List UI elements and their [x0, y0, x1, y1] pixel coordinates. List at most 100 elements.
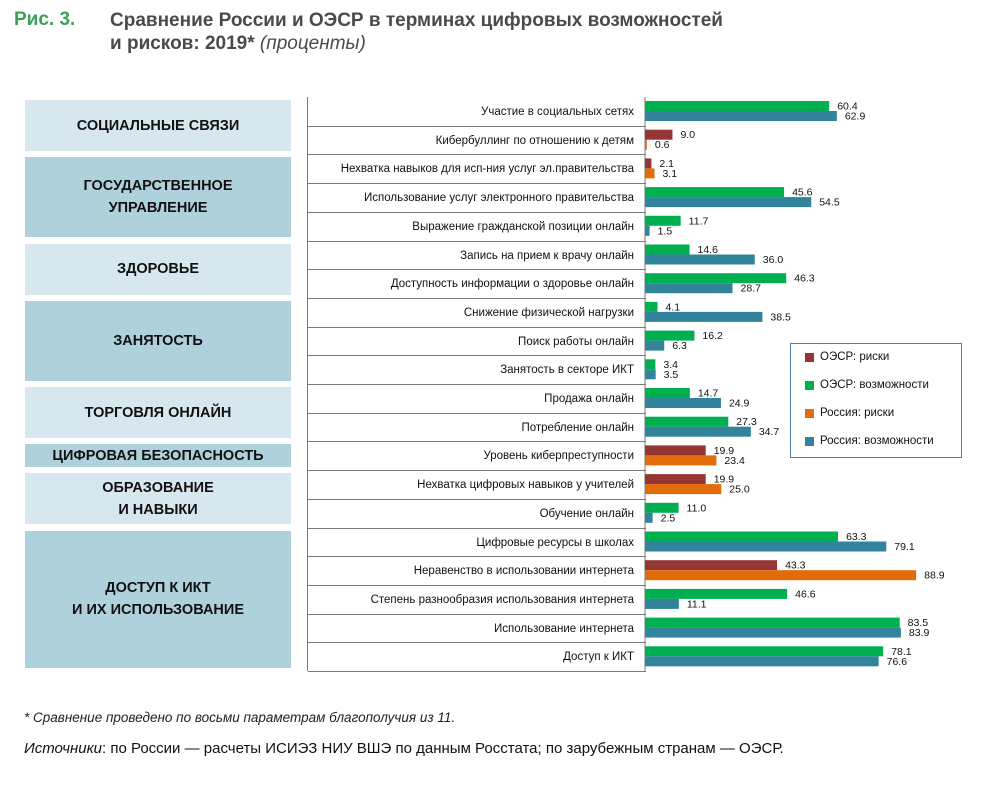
data-label-oecd: 43.3 — [785, 560, 806, 572]
data-label-russia: 3.5 — [664, 369, 679, 381]
data-label-oecd: 14.6 — [698, 244, 719, 256]
row-label: Участие в социальных сетях — [481, 106, 634, 118]
data-label-russia: 2.5 — [661, 512, 676, 524]
row-label-panel: Участие в социальных сетях Кибербуллинг п… — [307, 97, 646, 672]
bar-oecd — [645, 531, 839, 542]
row-separator — [308, 642, 646, 644]
bar-russia — [645, 225, 650, 236]
bar-russia — [645, 340, 665, 351]
row-label: Поиск работы онлайн — [518, 335, 634, 348]
row-separator — [308, 412, 646, 414]
row-label: Использование интернета — [494, 622, 634, 635]
data-label-russia: 6.3 — [672, 340, 687, 352]
row-label: Потребление онлайн — [521, 421, 634, 434]
bar-russia — [645, 627, 901, 638]
bar-oecd — [645, 646, 884, 657]
row-separator — [308, 154, 646, 156]
chart-legend: ОЭСР: риски ОЭСР: возможности Россия: риск… — [790, 343, 962, 458]
footnote: * Сравнение проведено по восьми параметр… — [24, 710, 456, 725]
legend-item: ОЭСР: риски — [805, 350, 889, 364]
row-separator — [308, 441, 646, 443]
legend-label: ОЭСР: возможности — [820, 379, 929, 391]
title-line-1: Сравнение России и ОЭСР в терминах цифро… — [110, 10, 723, 31]
row-separator — [308, 269, 646, 271]
sources-line: Источники: по России — расчеты ИСИЭЗ НИУ… — [24, 740, 784, 757]
bar-russia — [645, 426, 751, 437]
row-separator — [308, 355, 646, 357]
bar-oecd — [645, 330, 695, 341]
row-separator — [308, 527, 646, 529]
row-label: Доступность информации о здоровье онлайн — [390, 278, 634, 291]
data-label-russia: 88.9 — [924, 570, 945, 582]
row-separator — [308, 384, 646, 385]
row-label: Запись на прием к врачу онлайн — [460, 249, 634, 262]
data-label-russia: 36.0 — [763, 254, 784, 266]
figure-label: Рис. 3. — [14, 9, 76, 30]
data-label-oecd: 14.7 — [698, 388, 719, 400]
data-label-russia: 34.7 — [759, 426, 780, 438]
bar-russia — [645, 311, 763, 322]
data-label-russia: 0.6 — [655, 139, 670, 151]
row-separator — [308, 211, 646, 213]
data-label-russia: 28.7 — [741, 283, 762, 295]
row-separator — [308, 556, 646, 558]
bar-russia — [645, 369, 656, 380]
category-box: ГОСУДАРСТВЕННОЕ УПРАВЛЕНИЕ — [25, 157, 291, 238]
data-label-oecd: 78.1 — [891, 646, 912, 658]
row-separator — [308, 470, 646, 472]
row-separator — [308, 125, 646, 127]
row-separator — [308, 498, 646, 500]
bar-oecd — [645, 474, 706, 485]
bar-russia — [645, 283, 733, 294]
legend-swatch — [805, 408, 814, 418]
data-label-russia: 3.1 — [662, 168, 677, 180]
bar-oecd — [645, 445, 706, 456]
category-box: ДОСТУП К ИКТ И ИХ ИСПОЛЬЗОВАНИЕ — [25, 530, 291, 668]
bar-oecd — [645, 388, 690, 398]
category-box: СОЦИАЛЬНЫЕ СВЯЗИ — [25, 100, 291, 152]
category-box: ОБРАЗОВАНИЕ И НАВЫКИ — [25, 473, 291, 525]
category-box: ЗАНЯТОСТЬ — [25, 300, 291, 381]
bar-russia — [645, 656, 879, 667]
bar-oecd — [645, 560, 778, 571]
bar-oecd — [645, 273, 787, 284]
bar-oecd — [645, 244, 690, 255]
bar-russia — [645, 455, 717, 466]
legend-swatch — [805, 352, 814, 362]
sources-text: : по России — расчеты ИСИЭЗ НИУ ВШЭ по д… — [102, 740, 784, 757]
bar-russia — [645, 570, 917, 581]
category-box: ТОРГОВЛЯ ОНЛАЙН — [25, 387, 291, 439]
bar-russia — [645, 398, 721, 408]
data-label-oecd: 45.6 — [792, 187, 813, 199]
bar-oecd — [645, 588, 788, 599]
bar-oecd — [645, 359, 656, 370]
bar-oecd — [645, 101, 830, 111]
row-label: Нехватка навыков для исп-ния услуг эл.пр… — [340, 163, 634, 176]
data-label-russia: 38.5 — [770, 311, 791, 323]
bar-oecd — [645, 502, 679, 513]
bar-oecd — [645, 187, 785, 198]
title-line-2: и рисков: 2019* — [110, 33, 255, 54]
legend-item: ОЭСР: возможности — [805, 378, 929, 392]
bar-russia — [645, 512, 653, 523]
data-label-oecd: 19.9 — [714, 445, 735, 457]
row-label: Нехватка цифровых навыков у учителей — [417, 479, 634, 492]
row-label: Цифровые ресурсы в школах — [476, 536, 634, 549]
bar-oecd — [645, 416, 729, 427]
bar-russia — [645, 484, 722, 495]
category-box: ЦИФРОВАЯ БЕЗОПАСНОСТЬ — [25, 444, 291, 468]
bar-russia — [645, 254, 755, 265]
row-label: Уровень киберпреступности — [483, 450, 634, 463]
row-label: Степень разнообразия использования интер… — [370, 593, 634, 606]
legend-label: Россия: возможности — [820, 435, 934, 447]
data-label-oecd: 9.0 — [680, 129, 695, 141]
bar-russia — [645, 139, 647, 150]
row-separator — [308, 240, 646, 242]
bar-russia — [645, 598, 679, 609]
bar-russia — [645, 168, 655, 179]
bar-russia — [645, 111, 837, 121]
figure-title: Сравнение России и ОЭСР в терминах цифро… — [110, 9, 870, 55]
legend-swatch — [805, 380, 814, 390]
data-label-oecd: 3.4 — [663, 359, 678, 371]
